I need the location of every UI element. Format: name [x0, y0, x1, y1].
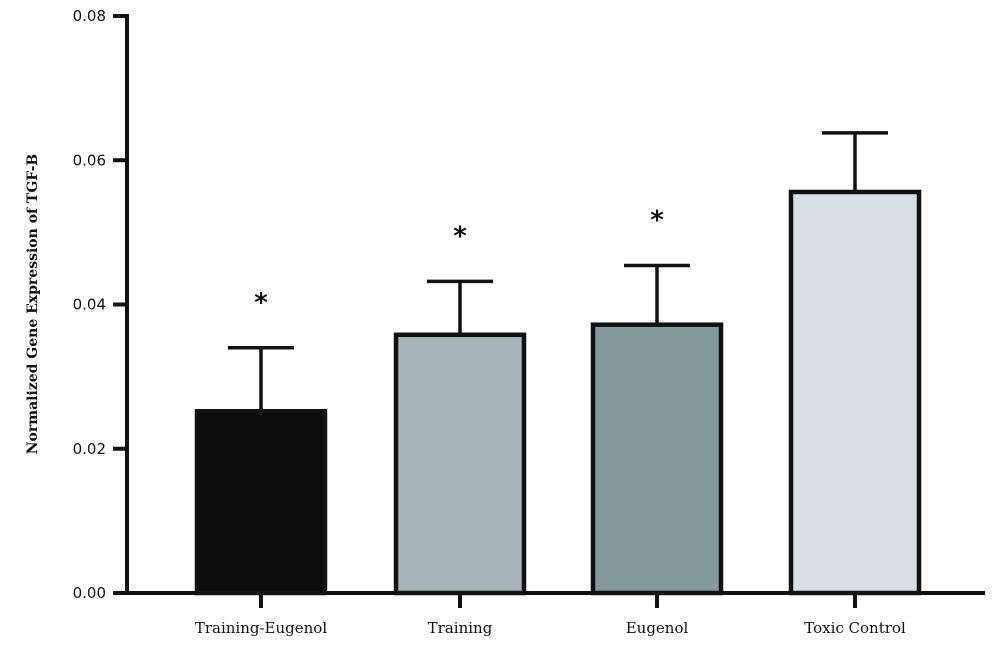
y-tick-label: 0.00 [73, 584, 106, 602]
y-tick-label: 0.04 [73, 296, 106, 314]
significance-marker: * [453, 221, 467, 251]
x-tick-label: Training [428, 619, 493, 637]
y-axis-title: Normalized Gene Expression of TGF-B [25, 154, 41, 455]
significance-marker: * [650, 206, 664, 236]
bar [393, 332, 527, 596]
bar [194, 408, 328, 596]
x-tick-label: Toxic Control [804, 619, 906, 637]
bar [590, 322, 724, 596]
bars [194, 131, 922, 596]
y-tick-label: 0.02 [73, 440, 106, 458]
y-tick-label: 0.06 [73, 151, 106, 169]
labels: * Training-Eugenol * Training * Eugenol Toxic … [73, 7, 906, 637]
x-tick-label: Training-Eugenol [195, 619, 327, 637]
y-tick-label: 0.08 [73, 7, 106, 25]
bar [788, 189, 922, 596]
x-tick-label: Eugenol [626, 619, 689, 637]
significance-marker: * [254, 288, 268, 318]
